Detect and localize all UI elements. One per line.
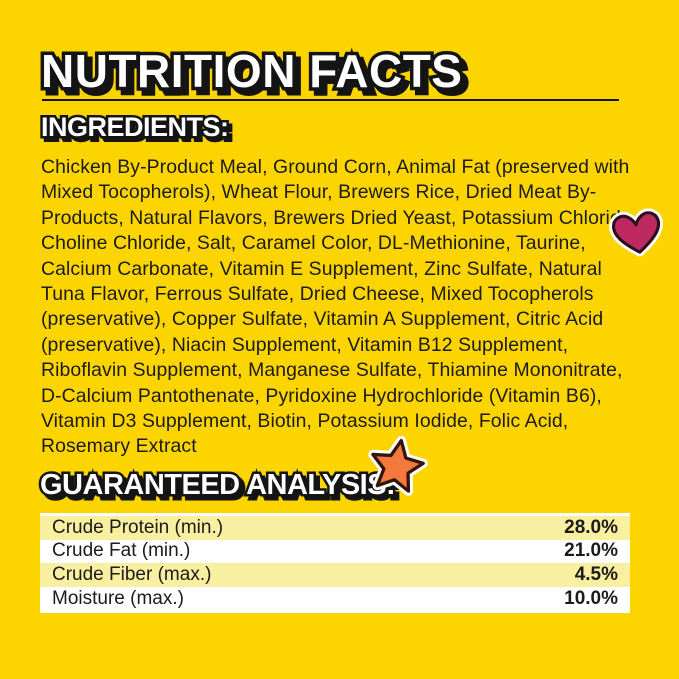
row-value: 10.0% xyxy=(564,587,618,609)
analysis-heading-text: GUARANTEED ANALYSIS: xyxy=(40,469,396,501)
heart-icon xyxy=(604,200,669,264)
ingredients-heading: INGREDIENTS: INGREDIENTS: INGREDIENTS: xyxy=(39,110,236,149)
analysis-heading-shadow: GUARANTEED ANALYSIS: xyxy=(41,471,402,508)
row-value: 28.0% xyxy=(564,516,618,538)
row-label: Crude Protein (min.) xyxy=(52,516,224,538)
table-row: Crude Fiber (max.) 4.5% xyxy=(40,563,630,587)
page-title-outline: NUTRITION FACTS xyxy=(37,42,465,101)
row-label: Crude Fat (min.) xyxy=(52,540,191,562)
page-title-shadow: NUTRITION FACTS xyxy=(42,47,470,106)
page-title: NUTRITION FACTS NUTRITION FACTS NUTRITIO… xyxy=(37,42,470,106)
table-row: Crude Fat (min.) 21.0% xyxy=(40,539,630,564)
analysis-table: Crude Protein (min.) 28.0% Crude Fat (mi… xyxy=(40,513,630,614)
row-label: Crude Fiber (max.) xyxy=(52,563,212,585)
ingredients-heading-shadow: INGREDIENTS: xyxy=(42,113,235,148)
row-value: 4.5% xyxy=(574,563,618,585)
ingredients-heading-outline: INGREDIENTS: xyxy=(39,110,232,145)
page-title-text: NUTRITION FACTS xyxy=(41,45,463,97)
star-icon xyxy=(361,429,433,501)
row-value: 21.0% xyxy=(564,540,618,562)
table-row: Moisture (max.) 10.0% xyxy=(40,586,630,611)
title-divider xyxy=(42,99,619,101)
ingredients-paragraph: Chicken By-Product Meal, Ground Corn, An… xyxy=(41,156,638,458)
ingredients-heading-text: INGREDIENTS: xyxy=(41,112,229,142)
row-label: Moisture (max.) xyxy=(52,587,184,609)
analysis-heading: GUARANTEED ANALYSIS: GUARANTEED ANALYSIS… xyxy=(37,467,402,508)
analysis-heading-outline: GUARANTEED ANALYSIS: xyxy=(37,467,398,504)
table-row: Crude Protein (min.) 28.0% xyxy=(40,516,630,540)
